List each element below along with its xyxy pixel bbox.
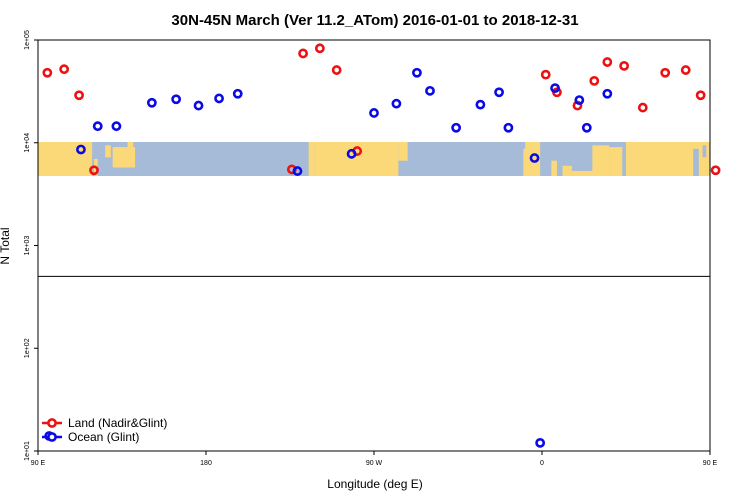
legend-label: Land (Nadir&Glint) <box>68 416 167 430</box>
map-land <box>308 142 315 176</box>
data-point <box>193 100 204 111</box>
x-tick-label: 90 E <box>703 460 718 467</box>
map-land <box>398 142 408 161</box>
map-land <box>105 145 111 158</box>
data-point <box>42 67 53 78</box>
legend-label: Ocean (Glint) <box>68 430 139 444</box>
data-point <box>146 97 157 108</box>
data-point <box>540 69 551 80</box>
y-axis: 1e+01 1e+02 1e+03 1e+04 1e+05 <box>24 30 38 461</box>
data-point <box>76 144 86 155</box>
legend-marker <box>47 432 57 442</box>
y-tick-label: 1e+02 <box>24 338 31 358</box>
map-land <box>571 170 595 176</box>
map-land <box>525 142 541 176</box>
data-point <box>425 85 435 96</box>
map-ocean-inlet <box>693 148 699 176</box>
map-land <box>609 147 623 176</box>
x-tick-label: 180 <box>200 460 212 467</box>
x-tick-label: 90 W <box>366 460 383 467</box>
y-tick-label: 1e+04 <box>24 133 31 153</box>
data-point <box>494 87 504 98</box>
map-land <box>385 162 399 176</box>
data-point <box>710 165 721 176</box>
data-point <box>695 90 706 101</box>
data-point <box>92 121 103 132</box>
data-point <box>581 122 592 133</box>
map-land <box>562 165 572 176</box>
y-tick-label: 1e+05 <box>24 30 31 50</box>
data-point <box>292 166 303 176</box>
y-tick-label: 1e+03 <box>24 236 31 256</box>
x-axis: 90 E 180 90 W 0 90 E <box>31 451 718 467</box>
chart-title: 30N-45N March (Ver 11.2_ATom) 2016-01-01… <box>171 12 578 29</box>
data-point <box>412 67 422 78</box>
data-point <box>232 88 243 99</box>
y-axis-label: N Total <box>0 227 12 264</box>
map-land <box>551 160 557 176</box>
data-point <box>660 67 671 78</box>
plot-area <box>37 39 721 452</box>
map-band <box>38 142 710 176</box>
data-point <box>550 83 560 94</box>
map-ocean-inlet <box>702 145 707 158</box>
x-tick-label: 90 E <box>31 460 46 467</box>
y-tick-label: 1e+01 <box>24 441 31 461</box>
data-point <box>602 57 613 67</box>
data-point <box>298 48 308 59</box>
legend-marker <box>47 418 57 428</box>
data-point <box>535 437 546 448</box>
legend: Land (Nadir&Glint)Ocean (Glint) <box>42 416 167 444</box>
data-point <box>602 88 613 99</box>
data-point <box>111 121 122 132</box>
data-point <box>74 90 84 101</box>
data-point <box>451 122 462 133</box>
data-point <box>503 122 514 133</box>
data-point <box>529 153 540 163</box>
data-point <box>214 93 224 104</box>
data-point <box>475 99 486 110</box>
x-axis-label: Longitude (deg E) <box>327 477 422 491</box>
map-land <box>592 145 610 176</box>
plot-frame <box>37 39 711 452</box>
data-point <box>314 43 325 54</box>
data-point <box>346 148 357 159</box>
data-point <box>391 98 402 109</box>
data-point <box>574 95 585 106</box>
data-point <box>637 102 648 113</box>
map-land <box>112 147 136 168</box>
map-land <box>698 142 710 176</box>
data-point <box>680 65 691 75</box>
map-land <box>523 148 528 176</box>
x-tick-label: 0 <box>540 460 544 467</box>
data-point <box>59 64 70 75</box>
data-point <box>171 94 182 105</box>
map-land <box>127 142 134 153</box>
data-point <box>369 108 379 118</box>
data-point <box>331 65 342 75</box>
data-point <box>619 60 630 71</box>
data-point <box>589 75 600 86</box>
data-point <box>89 165 99 176</box>
